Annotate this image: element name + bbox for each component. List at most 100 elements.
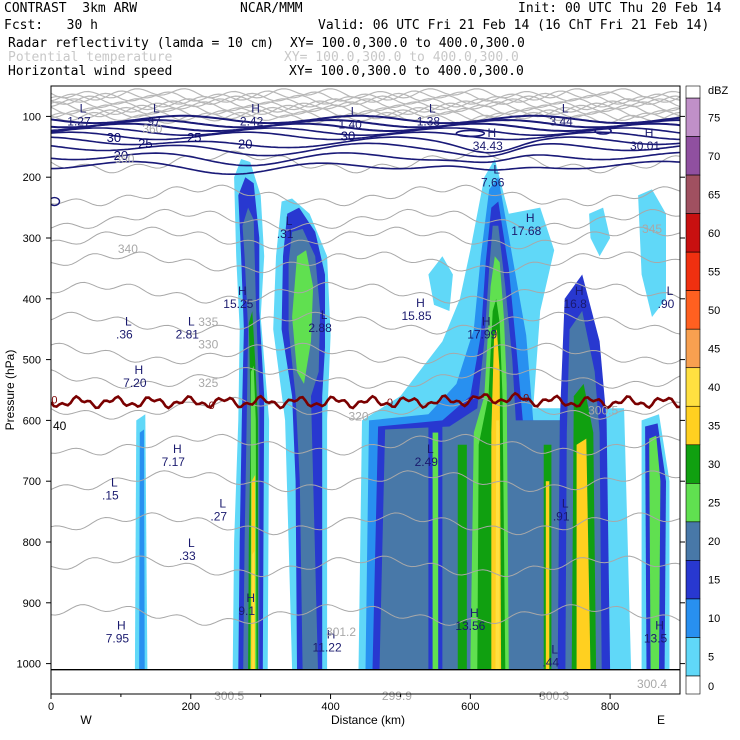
theta-label-4: 335: [198, 315, 218, 329]
x-tick-label-4: 800: [601, 701, 619, 713]
extremum-value-6: 34.43: [473, 139, 503, 153]
theta-13: [51, 555, 680, 578]
reflectivity-fills: [134, 159, 670, 670]
extremum-type-6: H: [487, 126, 496, 140]
extremum-value-23: .27: [210, 510, 227, 524]
theta-0: [51, 150, 680, 174]
extremum-value-20: 7.17: [162, 455, 186, 469]
theta-label-6: 325: [198, 376, 218, 390]
theta-label-2: 345: [642, 222, 662, 236]
extremum-type-30: H: [655, 618, 664, 632]
wind-contour-label-1: 25: [138, 136, 152, 151]
freezing-label-0: 0: [51, 395, 57, 407]
wind-contour-6: [51, 142, 680, 158]
extremum-value-11: 15.25: [223, 297, 253, 311]
colorbar-label-60: 60: [708, 228, 720, 240]
freezing-label-3: 0: [523, 392, 529, 404]
colorbar-box-70: [685, 136, 701, 176]
cell1-40dbz: [252, 551, 255, 670]
colorbar-label-30: 30: [708, 459, 720, 471]
extremum-value-14: 17.99: [467, 327, 497, 341]
cell4-35dbz: [576, 438, 591, 670]
wind-contours: [51, 114, 680, 207]
wind-contour-1: [51, 118, 680, 129]
extremum-type-29: H: [327, 627, 336, 641]
wind-contour-label-2: 25: [187, 130, 201, 145]
extremum-value-22: .15: [102, 488, 119, 502]
theta-label-0: 360: [142, 122, 162, 136]
colorbar-label-65: 65: [708, 189, 720, 201]
colorbar-box-55: [685, 251, 701, 291]
theta-top-3: [51, 95, 680, 108]
y-tick-label-6: 700: [23, 476, 41, 488]
colorbar-box-65: [685, 174, 701, 214]
wind-contour-label-0: 30: [107, 130, 121, 145]
wind-contour-7: [51, 151, 680, 167]
theta-top-5: [51, 101, 680, 113]
init-time: Init: 00 UTC Thu 20 Feb 14: [518, 1, 722, 16]
extremum-type-9: L: [286, 214, 293, 228]
colorbar-label-10: 10: [708, 613, 720, 625]
extremum-value-30: 13.5: [644, 631, 668, 645]
colorbar-box-10: [685, 598, 701, 638]
extremum-value-2: 2.42: [240, 114, 264, 128]
x-end-east: E: [657, 713, 665, 727]
theta-label-1: 350: [114, 152, 134, 166]
y-tick-label-1: 200: [23, 172, 41, 184]
field-1-xy: XY= 100.0,300.0 to 400.0,300.0: [290, 36, 525, 51]
extremum-value-17: .36: [116, 327, 133, 341]
theta-6: [51, 311, 680, 335]
extremum-type-14: H: [482, 314, 491, 328]
valid-time: Valid: 06 UTC Fri 21 Feb 14 (16 ChT Fri …: [318, 18, 710, 33]
theta-contours: [51, 88, 680, 626]
cell3-40dbz: [495, 420, 500, 670]
colorbar-box-45: [685, 328, 701, 369]
extremum-type-7: H: [645, 126, 654, 140]
theta-top-2: [51, 92, 680, 105]
colorbar-bottom-cap: [685, 675, 701, 695]
field-2-xy: XY= 100.0,300.0 to 400.0,300.0: [284, 50, 519, 65]
theta-1: [51, 184, 680, 207]
theta-12: [51, 512, 680, 536]
colorbar-label-40: 40: [708, 382, 720, 394]
extremum-type-31: L: [551, 643, 558, 657]
left-edge-label: 40: [53, 419, 67, 433]
extremum-value-19: 7.20: [123, 376, 147, 390]
extremum-value-16: .90: [658, 297, 675, 311]
theta-label-7: 320: [348, 409, 368, 423]
wind-loop-790: [594, 127, 612, 135]
extremum-value-13: 15.85: [402, 309, 432, 323]
model-title: CONTRAST 3km ARW: [4, 1, 138, 16]
colorbar-label-25: 25: [708, 498, 720, 510]
colorbar-box-25: [685, 483, 701, 523]
extremum-value-12: 2.88: [308, 321, 332, 335]
extremum-type-25: L: [188, 536, 195, 550]
col-708-35dbz: [545, 481, 550, 670]
theta-label-8: 301.2: [326, 625, 356, 639]
x-tick-label-3: 600: [461, 701, 479, 713]
extremum-value-24: .91: [553, 510, 570, 524]
theta-top-6: [51, 104, 680, 116]
extremum-type-19: H: [135, 363, 144, 377]
theta-label-10: 299.9: [382, 689, 412, 703]
x-tick-label-2: 400: [321, 701, 339, 713]
cell6-10dbz: [139, 429, 145, 670]
theta-label-12: 300.4: [637, 677, 667, 691]
colorbar-label-45: 45: [708, 343, 720, 355]
extremum-type-23: L: [219, 497, 226, 511]
extremum-type-11: H: [238, 284, 247, 298]
y-tick-label-7: 800: [23, 537, 41, 549]
theta-label-11: 300.3: [539, 689, 569, 703]
colorbar-label-0: 0: [708, 681, 714, 693]
freezing-label-1: 0: [209, 400, 215, 412]
extremum-type-10: H: [526, 211, 535, 225]
extremum-value-3: 1.40: [338, 118, 362, 132]
extremum-type-3: L: [351, 105, 358, 119]
extremum-value-21: 2.49: [415, 455, 439, 469]
colorbar-box-5: [685, 637, 701, 677]
extremum-type-12: L: [321, 308, 328, 322]
x-axis-label: Distance (km): [331, 713, 405, 727]
field-2-name: Potential temperature: [8, 50, 173, 65]
wind-contour-label-4: 30: [341, 129, 355, 144]
